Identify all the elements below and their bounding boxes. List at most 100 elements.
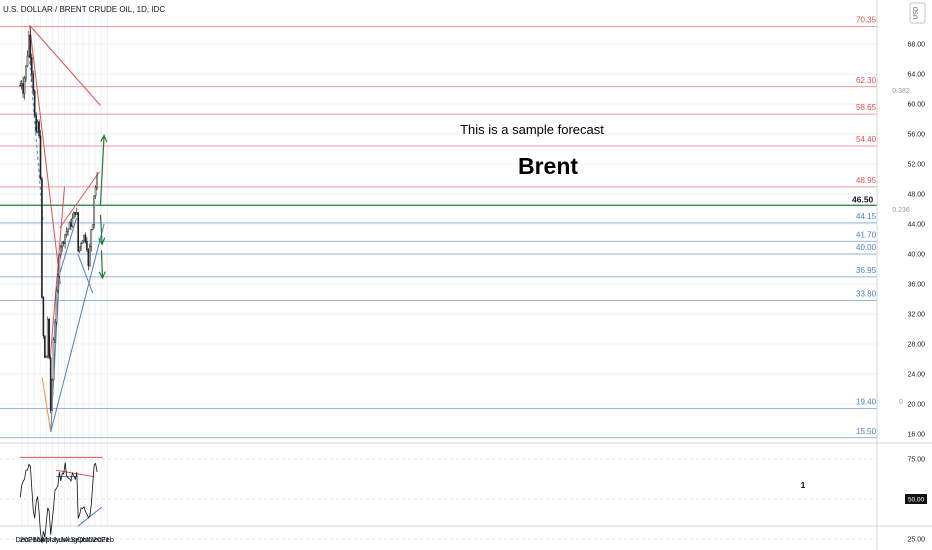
candle-body [25,65,27,79]
candle [48,317,51,360]
candle-body [81,240,84,244]
red-steep-trendline [49,186,66,360]
candle [87,248,90,271]
candle-body [64,234,66,244]
forecast-title: Brent [518,153,578,179]
red-descending-trendline [29,25,61,285]
candle [26,50,29,68]
currency-badge[interactable]: USD [909,2,926,24]
level-label: 48.95 [856,176,877,185]
candle [25,65,27,83]
candle-body [45,355,48,358]
candle-body [78,246,81,252]
candle-body [93,195,95,226]
y-tick-label: 52.00 [907,162,925,169]
y-tick-label: 24.00 [907,372,925,379]
candle-body [46,318,49,357]
candle [75,207,78,216]
candle-body [28,34,30,57]
candle-body [65,231,68,235]
candle [42,296,45,339]
rsi-pane[interactable] [0,456,877,550]
y-tick-label: 56.00 [907,132,925,139]
candle [80,241,82,252]
level-label: 33.80 [856,290,877,299]
y-tick-label: 28.00 [907,342,925,349]
candle-body [19,85,22,87]
candle [35,112,37,134]
candle-body [35,115,37,133]
candle-body [87,249,90,266]
candle-body [41,178,43,298]
candle-body [29,34,32,58]
candle [81,240,84,244]
x-tick-label: Dec [88,535,102,544]
y-tick-label: 20.00 [907,402,925,409]
candle [86,237,88,253]
level-label: 62.30 [856,76,877,85]
arrow-head [98,237,106,246]
candle [74,212,77,218]
candle [65,227,68,238]
candle [68,221,71,230]
candle [77,212,80,253]
rsi-value-label: 50.00 [908,497,925,504]
level-label: 36.95 [856,266,877,275]
x-tick-label: Jun [52,535,64,544]
candle [51,378,53,412]
candle-body [58,254,61,277]
candle-body [70,222,72,227]
candle-body [36,121,39,133]
rsi-tick-label: 75.00 [907,457,925,464]
forecast-arrow-down-2 [98,250,106,280]
candle [62,240,65,247]
level-label: 58.65 [856,103,877,112]
candle-body [57,276,59,291]
fib-level-0382: 0.382 [892,88,910,95]
arrow-shaft [99,135,105,205]
candle-body [86,241,88,251]
candle-body [67,228,69,232]
candle-body [75,212,78,215]
x-tick-label: Dec [15,535,29,544]
rsi-line [19,462,98,544]
x-tick-label: Jul [60,535,70,544]
y-tick-label: 16.00 [907,432,925,439]
candle-body [90,229,93,248]
candle-body [44,335,46,358]
forecast-subtitle: This is a sample forecast [460,122,604,137]
candle-body [73,212,75,219]
candle-body [20,83,23,86]
candle-body [38,121,40,137]
candle-body [55,290,58,323]
candle [78,246,81,253]
candle-body [62,242,65,244]
candle [29,27,32,66]
symbol-title: U.S. DOLLAR / BRENT CRUDE OIL, 1D, IDC [3,5,165,14]
arrow-shaft [100,250,104,279]
candle [93,195,95,229]
x-tick-label: Apr [41,535,53,544]
long-red-trendline [29,24,101,106]
candle [55,286,58,326]
candle-body [68,222,71,230]
current-price-label: 46.50 [852,194,874,204]
y-tick-label: 60.00 [907,102,925,109]
x-tick-label: Sep [70,535,83,544]
candle-body [74,212,77,215]
candle-body [61,242,64,248]
candle [33,89,36,117]
candle [32,70,35,96]
axes[interactable]: Dec2020FebMarAprMayJunJulAugSepOctNovDec… [15,42,927,545]
level-label: 19.40 [856,398,877,407]
y-tick-label: 48.00 [907,192,925,199]
candle [23,75,26,100]
indicator-label: 1 [801,481,806,490]
rsi-blue-rising-line [77,506,103,527]
candle-body [49,357,52,411]
candle [84,232,87,244]
candle-body [71,217,74,227]
